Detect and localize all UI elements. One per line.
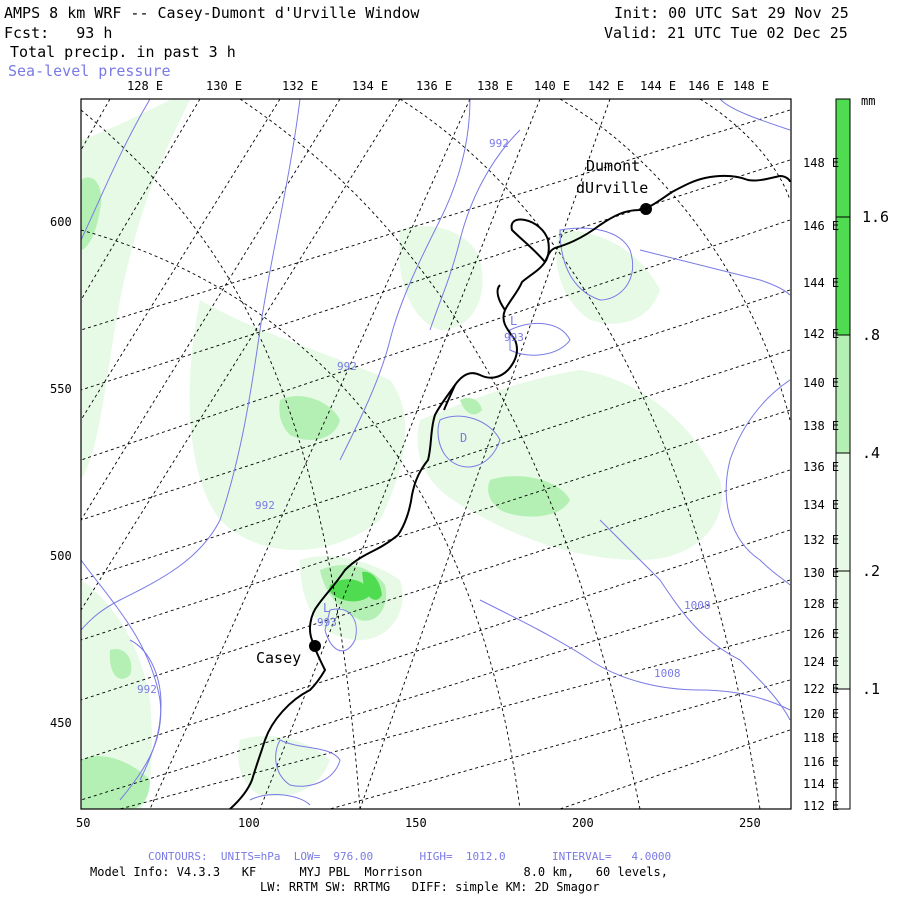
legend-level: .1	[862, 680, 881, 698]
low-pressure-mark: D	[460, 431, 468, 445]
right-lon-label: 112 E	[803, 799, 840, 813]
legend-level: .2	[862, 562, 881, 580]
station-label-durville: dUrville	[576, 179, 649, 197]
station-dot-icon	[640, 203, 652, 215]
precip-shading	[81, 100, 722, 809]
right-lon-label: 134 E	[803, 498, 840, 512]
right-lon-label: 146 E	[803, 219, 840, 233]
top-lon-label: 136 E	[416, 79, 453, 93]
right-lon-label: 122 E	[803, 682, 840, 696]
low-pressure-mark: L	[510, 314, 518, 328]
contour-label: 992	[137, 683, 157, 696]
contour-label: 993	[317, 616, 337, 629]
right-lon-label: 114 E	[803, 777, 840, 791]
left-y-label: 450	[50, 716, 72, 730]
right-lon-label: 130 E	[803, 566, 840, 580]
footer-contours: CONTOURS: UNITS=hPa LOW= 976.00 HIGH= 10…	[148, 850, 672, 863]
latlon-grid	[81, 99, 791, 809]
bottom-x-label: 200	[572, 816, 594, 830]
right-lon-label: 126 E	[803, 627, 840, 641]
bottom-x-label: 100	[238, 816, 260, 830]
top-lon-label: 130 E	[206, 79, 243, 93]
low-pressure-mark: L	[323, 601, 331, 615]
field-label-slp: Sea-level pressure	[8, 62, 171, 80]
slp-contours	[81, 99, 791, 806]
station-label-dumont: Dumont	[586, 157, 641, 175]
right-lon-label: 144 E	[803, 276, 840, 290]
init-time: Init: 00 UTC Sat 29 Nov 25	[614, 4, 849, 22]
contour-label: 992	[337, 360, 357, 373]
footer-physics: LW: RRTM SW: RRTMG DIFF: simple KM: 2D S…	[260, 880, 600, 894]
top-lon-label: 128 E	[127, 79, 164, 93]
contour-label: 1008	[684, 599, 711, 612]
legend-level: 1.6	[862, 208, 890, 226]
precip-legend-bar	[835, 98, 851, 810]
top-lon-label: 134 E	[352, 79, 389, 93]
footer-model-info: Model Info: V4.3.3 KF MYJ PBL Morrison 8…	[90, 865, 668, 879]
right-lon-label: 138 E	[803, 419, 840, 433]
right-lon-label: 140 E	[803, 376, 840, 390]
bottom-x-label: 250	[739, 816, 761, 830]
top-lon-label: 132 E	[282, 79, 319, 93]
coastline	[229, 174, 791, 809]
forecast-hour: Fcst: 93 h	[4, 24, 113, 42]
top-lon-label: 144 E	[640, 79, 677, 93]
legend-level: .8	[862, 326, 881, 344]
top-lon-label: 146 E	[688, 79, 725, 93]
legend-level: .4	[862, 444, 881, 462]
contour-label: 993	[504, 331, 524, 344]
station-dot-icon	[309, 640, 321, 652]
bottom-x-label: 150	[405, 816, 427, 830]
top-lon-label: 140 E	[534, 79, 571, 93]
station-label-casey: Casey	[256, 649, 302, 667]
top-lon-label: 148 E	[733, 79, 770, 93]
valid-time: Valid: 21 UTC Tue 02 Dec 25	[604, 24, 848, 42]
left-y-label: 500	[50, 549, 72, 563]
contour-label: 992	[255, 499, 275, 512]
right-lon-label: 118 E	[803, 731, 840, 745]
right-lon-label: 142 E	[803, 327, 840, 341]
bottom-x-label: 50	[76, 816, 91, 830]
left-y-label: 600	[50, 215, 72, 229]
field-label-precip: Total precip. in past 3 h	[10, 43, 236, 61]
contour-label: 1008	[654, 667, 681, 680]
top-lon-label: 142 E	[588, 79, 625, 93]
right-lon-label: 136 E	[803, 460, 840, 474]
right-lon-label: 148 E	[803, 156, 840, 170]
right-lon-label: 128 E	[803, 597, 840, 611]
contour-label: 992	[489, 137, 509, 150]
right-lon-label: 132 E	[803, 533, 840, 547]
right-lon-label: 116 E	[803, 755, 840, 769]
map-title: AMPS 8 km WRF -- Casey-Dumont d'Urville …	[4, 4, 420, 22]
left-y-label: 550	[50, 382, 72, 396]
legend-unit: mm	[861, 94, 876, 108]
map-frame	[80, 98, 792, 810]
right-lon-label: 124 E	[803, 655, 840, 669]
top-lon-label: 138 E	[477, 79, 514, 93]
right-lon-label: 120 E	[803, 707, 840, 721]
